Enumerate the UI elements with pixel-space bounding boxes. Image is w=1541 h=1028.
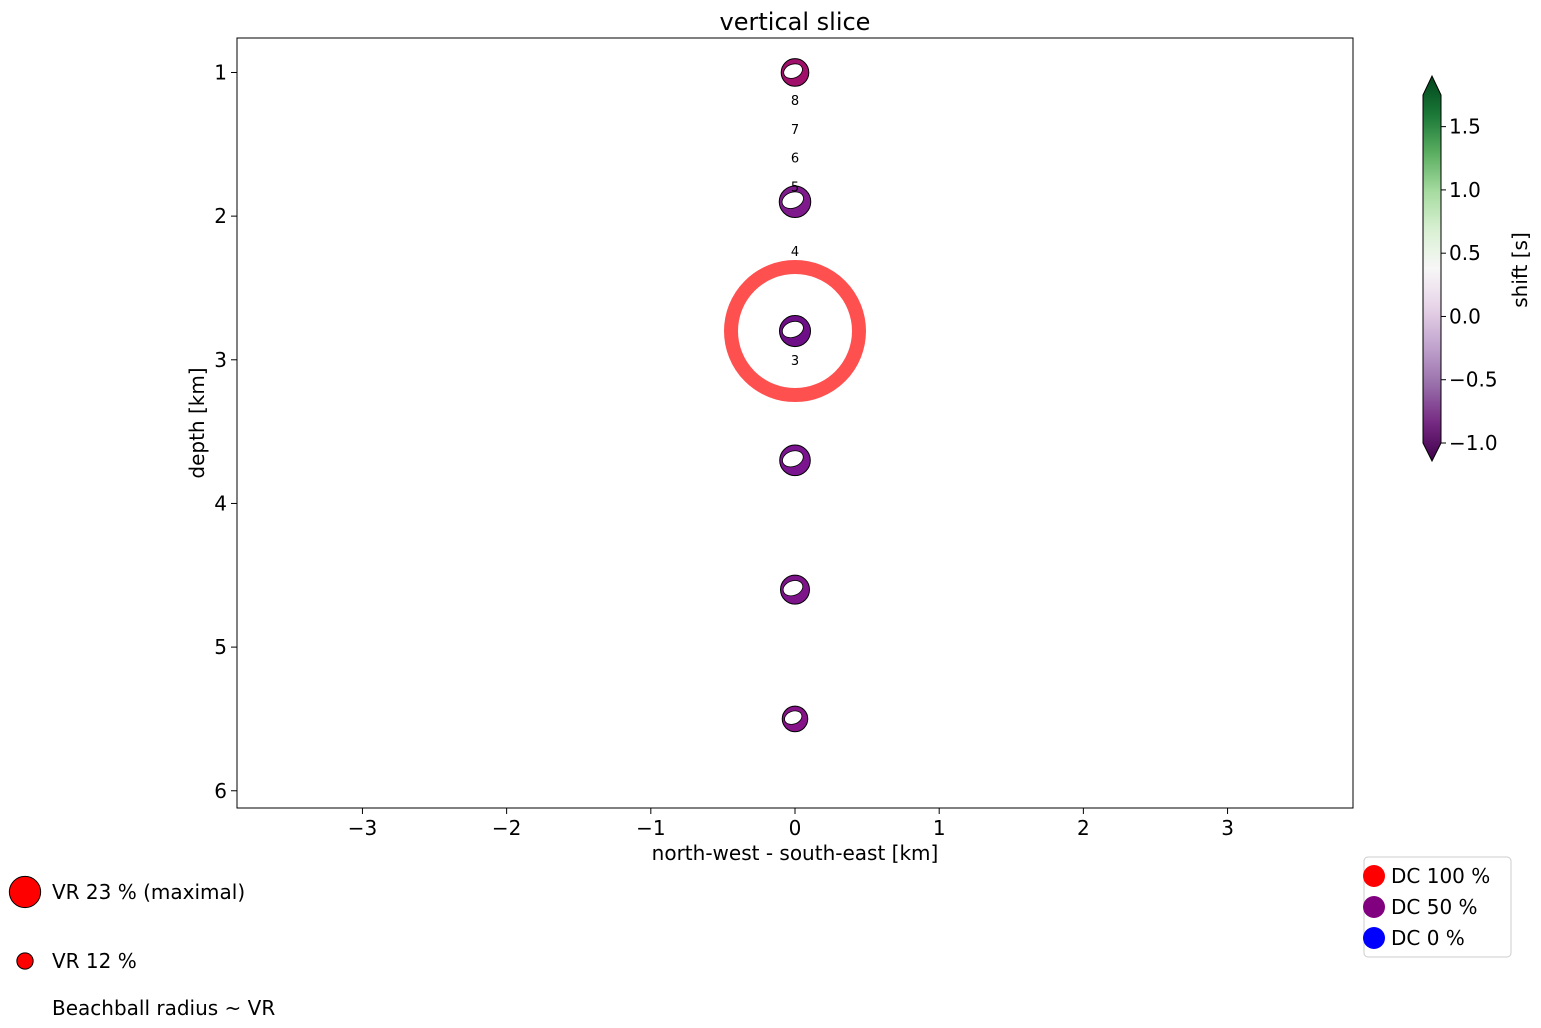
beachball [780, 58, 810, 87]
legend-dc-label: DC 50 % [1391, 895, 1478, 919]
legend-vr-label: VR 23 % (maximal) [52, 880, 245, 904]
legend-dc-marker [1363, 865, 1385, 887]
y-tick-label: 1 [214, 60, 227, 84]
legend-vr-label: VR 12 % [52, 949, 137, 973]
beachball-dilatation [782, 450, 804, 468]
y-tick-label: 6 [214, 779, 227, 803]
beachball [779, 444, 811, 477]
data-marks: 8 7 6 5 4 3 [724, 58, 866, 733]
x-tick-label: 1 [933, 816, 946, 840]
beachball [778, 315, 812, 348]
colorbar-body [1422, 74, 1442, 463]
colorbar: 1.5 1.0 0.5 0.0 −0.5 −1.0 [1422, 74, 1498, 463]
y-tick-label: 2 [214, 204, 227, 228]
y-tick-label: 3 [214, 348, 227, 372]
legend-dc-label: DC 100 % [1391, 864, 1490, 888]
beachball [778, 185, 812, 219]
legend-dc-marker [1363, 896, 1385, 918]
legend-vr-marker [16, 952, 34, 970]
x-tick-label: 3 [1221, 816, 1234, 840]
beachball [780, 574, 810, 605]
x-axis: −3 −2 −1 0 1 2 3 [348, 808, 1234, 840]
legend-dc-marker [1363, 927, 1385, 949]
colorbar-tick-label: 0.5 [1449, 241, 1481, 265]
legend-vr-marker [8, 875, 42, 909]
colorbar-tick-label: 0.0 [1449, 304, 1481, 328]
y-axis-label: depth [km] [185, 367, 209, 478]
colorbar-tick-label: −0.5 [1449, 368, 1498, 392]
point-label: 3 [791, 354, 799, 369]
beachball-dilatation [784, 710, 803, 725]
y-tick-label: 4 [214, 491, 227, 515]
x-tick-label: −2 [492, 816, 521, 840]
point-label: 7 [791, 123, 799, 138]
chart-title: vertical slice [720, 8, 871, 36]
best-solution-ring [724, 260, 866, 403]
colorbar-tick-label: 1.0 [1449, 178, 1481, 202]
colorbar-tick-label: 1.5 [1449, 115, 1481, 139]
legend-vr: VR 23 % (maximal) VR 12 % [8, 875, 245, 973]
beachball-dilatation [783, 63, 803, 79]
point-label: 5 [791, 180, 799, 195]
x-tick-label: −3 [348, 816, 377, 840]
x-tick-label: −1 [636, 816, 665, 840]
x-axis-label: north-west - south-east [km] [652, 841, 939, 865]
x-tick-label: 0 [789, 816, 802, 840]
beachball [781, 705, 809, 733]
colorbar-label: shift [s] [1508, 232, 1532, 308]
legend-dc: DC 100 % DC 50 % DC 0 % [1363, 856, 1512, 958]
beachball-dilatation [782, 580, 804, 597]
beachball-dilatation [781, 191, 804, 209]
x-tick-label: 2 [1077, 816, 1090, 840]
point-label: 6 [791, 152, 799, 167]
legend-vr-note: Beachball radius ~ VR [52, 996, 275, 1020]
legend-dc-label: DC 0 % [1391, 926, 1465, 950]
y-axis: 1 2 3 4 5 6 [214, 60, 237, 803]
point-label: 4 [791, 245, 799, 260]
beachball-dilatation [781, 320, 804, 339]
y-tick-label: 5 [214, 635, 227, 659]
colorbar-tick-label: −1.0 [1449, 431, 1498, 455]
point-label: 8 [791, 94, 799, 109]
